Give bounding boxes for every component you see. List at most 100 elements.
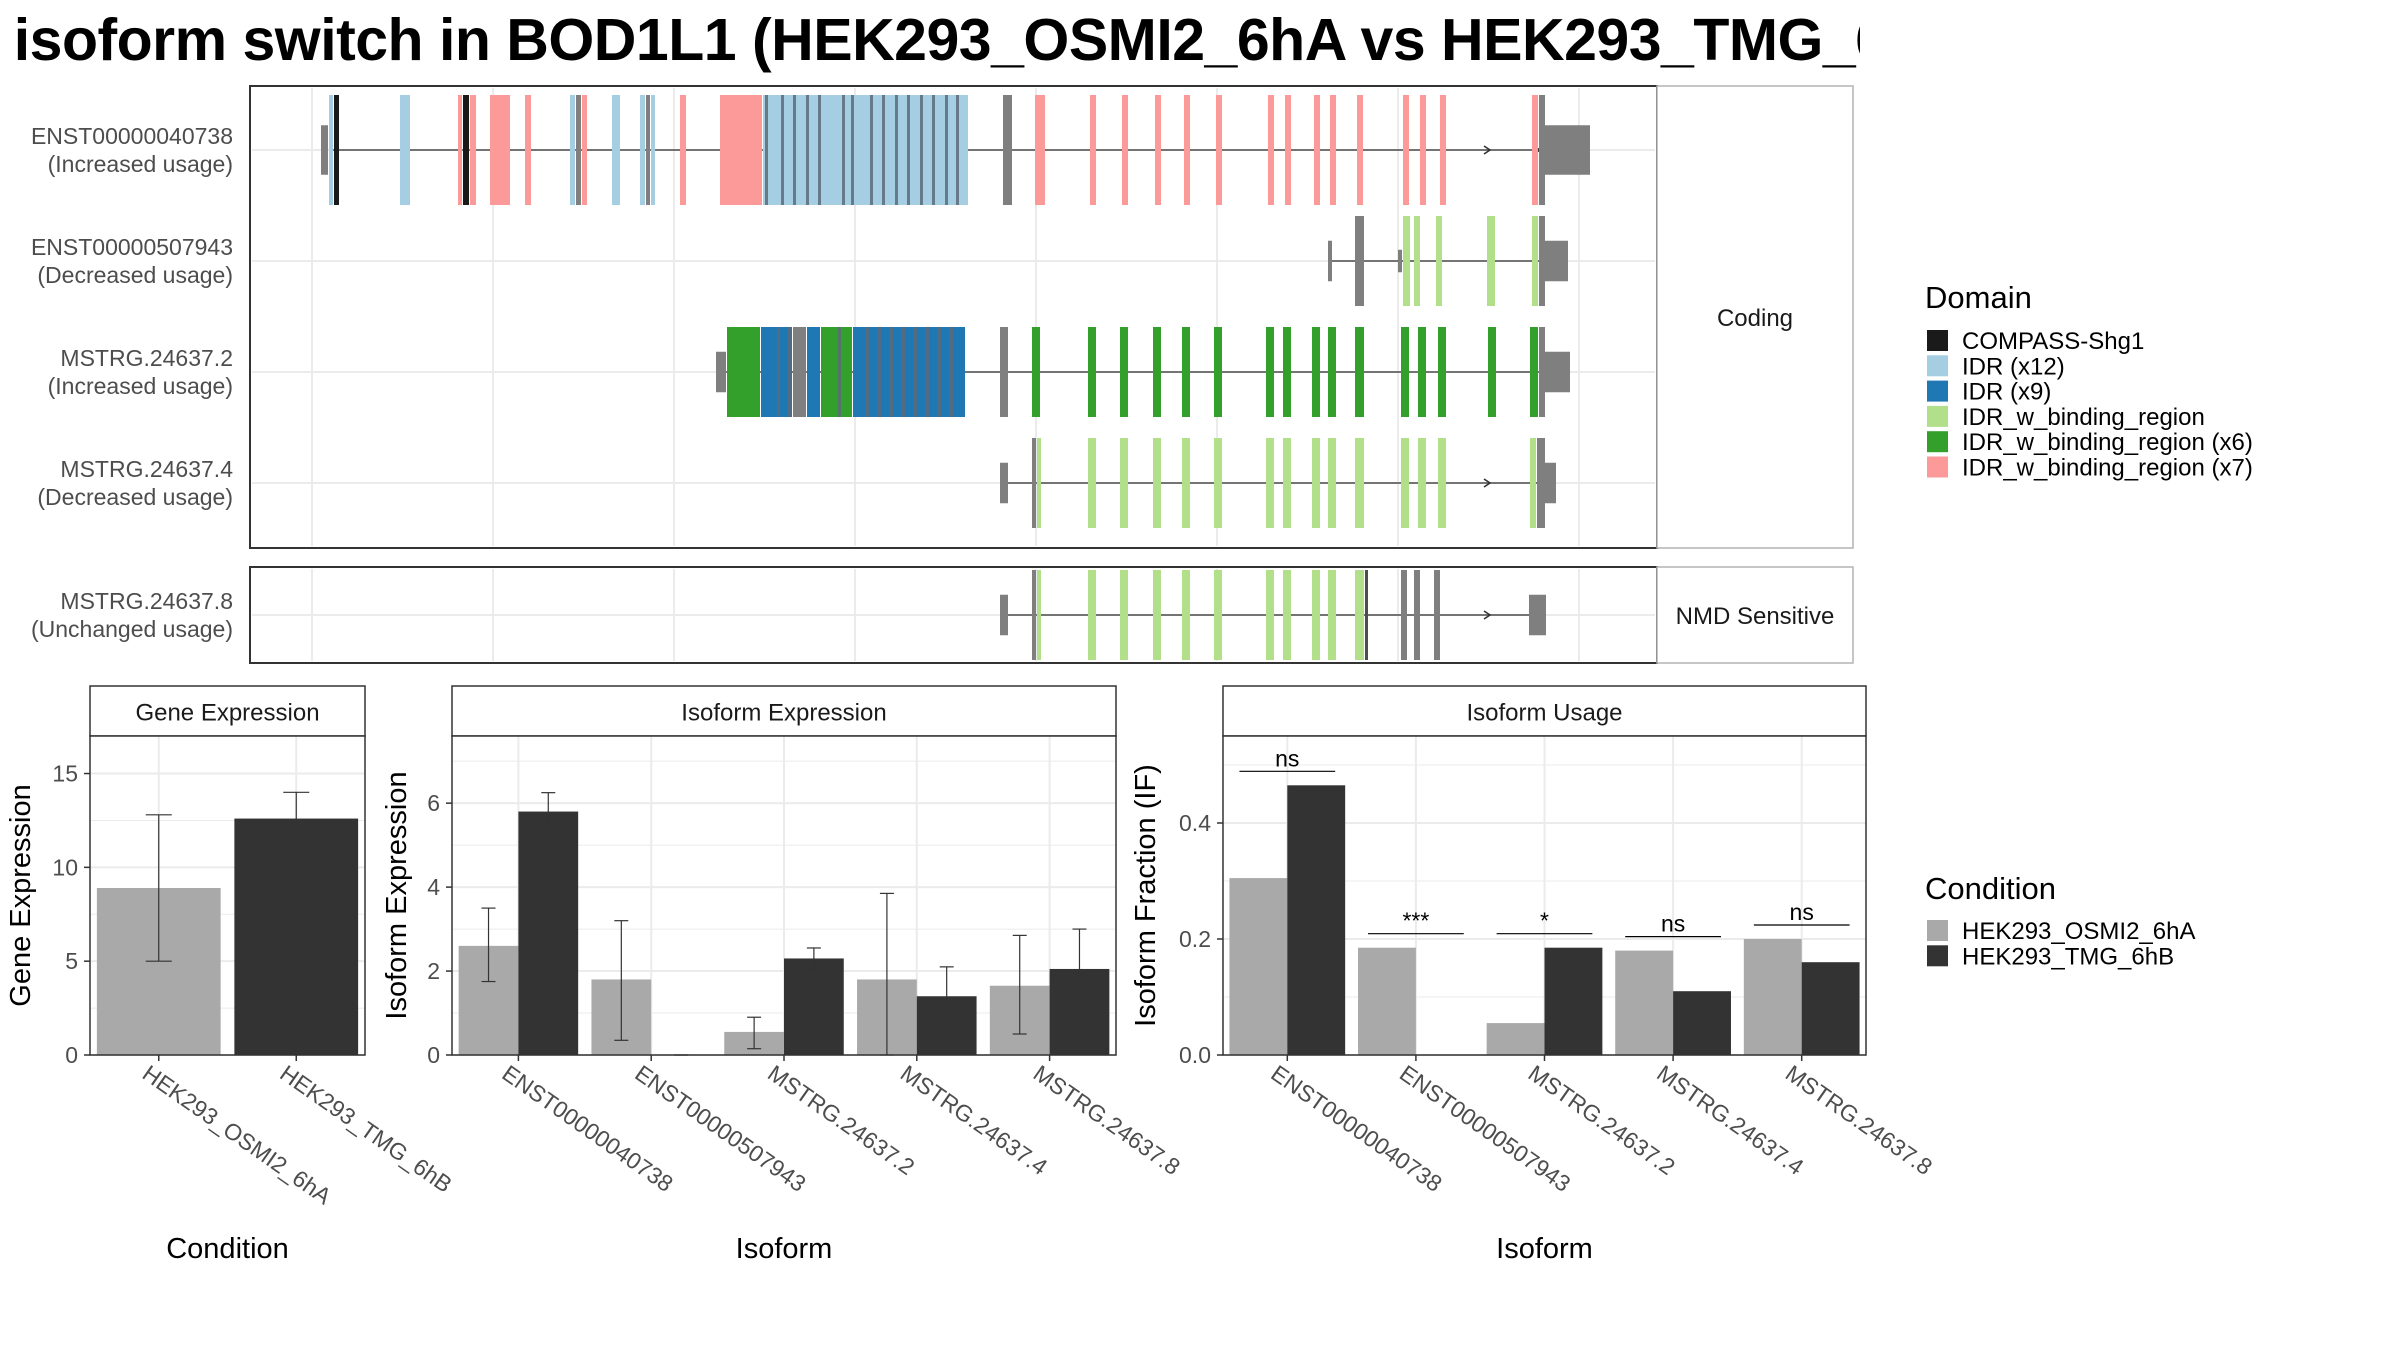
exon-boundary xyxy=(793,95,796,205)
exon xyxy=(1328,438,1336,528)
legend-swatch xyxy=(1927,380,1948,402)
exon xyxy=(1155,95,1161,205)
strand-arrow-icon xyxy=(1483,145,1492,155)
exon-boundary xyxy=(956,95,959,205)
domain-legend-item: IDR (x12) xyxy=(1962,353,2065,380)
exon xyxy=(490,95,510,205)
exon xyxy=(1398,249,1402,273)
exon xyxy=(1090,95,1096,205)
exon xyxy=(1545,351,1570,393)
strand-arrow-icon xyxy=(1483,478,1492,488)
exon xyxy=(640,95,645,205)
transcript-id-label: MSTRG.24637.4 xyxy=(60,456,233,482)
panel-strip-title: Gene Expression xyxy=(135,700,319,727)
exon xyxy=(1532,95,1538,205)
exon xyxy=(1003,95,1012,205)
exon xyxy=(1328,570,1336,660)
exon-boundary xyxy=(781,95,784,205)
exon xyxy=(1120,438,1128,528)
exon xyxy=(1418,438,1426,528)
significance-label: * xyxy=(1540,908,1549,934)
legend-swatch xyxy=(1927,945,1948,967)
coding-strip xyxy=(1656,85,1854,549)
nmd-strip-label: NMD Sensitive xyxy=(1676,603,1835,630)
exon xyxy=(1032,570,1036,660)
nmd-strip xyxy=(1656,566,1854,664)
exon xyxy=(1088,327,1096,417)
exon xyxy=(761,327,792,417)
x-axis-title: Condition xyxy=(166,1233,289,1265)
exon xyxy=(1214,327,1222,417)
exon-boundary xyxy=(838,327,841,417)
exon-boundary xyxy=(902,327,905,417)
exon xyxy=(1000,327,1008,417)
significance-label: ns xyxy=(1790,899,1814,925)
plot-frame xyxy=(89,735,366,1056)
exon xyxy=(1328,327,1336,417)
exon xyxy=(1438,327,1446,417)
condition-legend-item: HEK293_TMG_6hB xyxy=(1962,943,2174,970)
exon xyxy=(1153,438,1161,528)
exon xyxy=(321,125,328,175)
exon-boundary xyxy=(890,327,893,417)
exon xyxy=(646,95,650,205)
panel-strip-title: Isoform Usage xyxy=(1466,700,1622,727)
exon xyxy=(1266,327,1274,417)
legend-swatch xyxy=(1927,456,1948,478)
exon xyxy=(525,95,531,205)
exon xyxy=(1120,570,1128,660)
exon xyxy=(1539,216,1545,306)
exon xyxy=(1088,570,1096,660)
exon xyxy=(1285,95,1291,205)
exon xyxy=(1037,570,1041,660)
strand-arrow-icon xyxy=(1483,610,1492,620)
exon xyxy=(612,95,620,205)
y-axis-title: Gene Expression xyxy=(5,784,37,1006)
exon-boundary xyxy=(765,95,768,205)
exon xyxy=(1403,95,1409,205)
exon xyxy=(458,95,462,205)
significance-label: ns xyxy=(1275,745,1299,771)
exon xyxy=(680,95,686,205)
exon xyxy=(821,327,852,417)
legend-swatch xyxy=(1927,330,1948,351)
exon xyxy=(1032,327,1040,417)
exon-boundary xyxy=(806,95,809,205)
exon xyxy=(1414,216,1420,306)
exon xyxy=(1355,570,1364,660)
exon xyxy=(651,95,655,205)
exon xyxy=(576,95,581,205)
bar xyxy=(1287,785,1346,1055)
y-tick-label: 10 xyxy=(52,854,78,880)
exon xyxy=(1403,216,1410,306)
panel-strip xyxy=(451,685,1117,737)
bar xyxy=(1615,950,1674,1055)
exon xyxy=(1330,95,1336,205)
exon xyxy=(1414,570,1420,660)
domain-legend-item: IDR_w_binding_region xyxy=(1962,404,2205,431)
exon xyxy=(720,95,762,205)
transcript-id-label: MSTRG.24637.2 xyxy=(60,345,233,371)
domain-legend-item: IDR_w_binding_region (x7) xyxy=(1962,455,2253,482)
isoform-expression-panel: Isoform Expression0246ENST00000040738ENS… xyxy=(381,685,1185,1265)
exon xyxy=(1312,327,1320,417)
x-axis-title: Isoform xyxy=(1496,1233,1593,1265)
exon xyxy=(1537,438,1545,528)
exon xyxy=(1355,438,1364,528)
exon xyxy=(1440,95,1446,205)
exon xyxy=(1532,216,1538,306)
exon xyxy=(1153,570,1161,660)
bar xyxy=(1544,947,1603,1055)
exon xyxy=(1035,95,1045,205)
y-tick-label: 4 xyxy=(427,874,440,900)
exon xyxy=(400,95,410,205)
bar xyxy=(1743,939,1802,1055)
exon xyxy=(1314,95,1320,205)
exon xyxy=(853,327,965,417)
exon xyxy=(1153,327,1161,417)
exon xyxy=(470,95,476,205)
exon xyxy=(1120,327,1128,417)
